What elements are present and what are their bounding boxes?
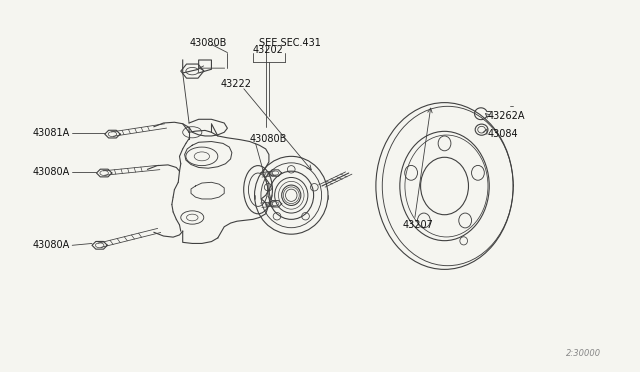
Text: SEE SEC.431: SEE SEC.431: [259, 38, 321, 48]
Text: 43202: 43202: [253, 45, 284, 55]
Text: 43080A: 43080A: [33, 240, 70, 250]
Text: 43222: 43222: [221, 79, 252, 89]
Text: 43081A: 43081A: [33, 128, 70, 138]
Text: 2:30000: 2:30000: [566, 349, 601, 358]
Text: 43262A: 43262A: [487, 111, 525, 121]
Text: 43084: 43084: [487, 129, 518, 139]
Text: 43080B: 43080B: [189, 38, 227, 48]
Text: 43080B: 43080B: [250, 134, 287, 144]
Text: 43080A: 43080A: [33, 167, 70, 177]
Text: 43207: 43207: [403, 220, 434, 230]
